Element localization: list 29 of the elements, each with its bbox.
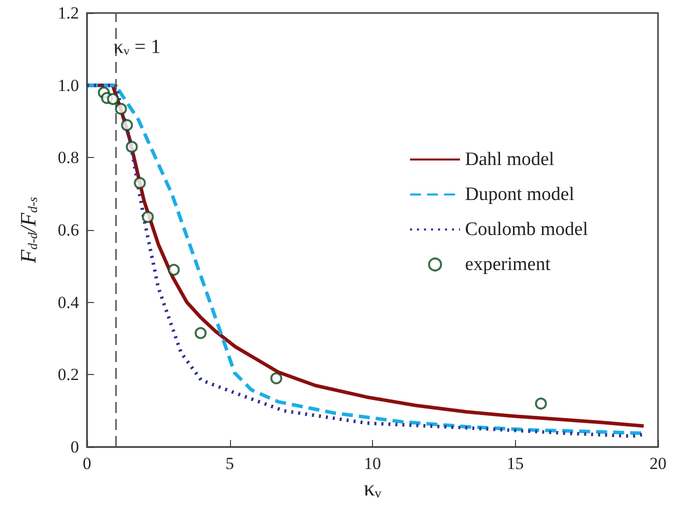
y-tick-label: 1.0 <box>58 76 79 95</box>
x-tick-label: 15 <box>506 454 524 473</box>
y-tick-label: 1.2 <box>58 4 79 22</box>
y-tick-label: 0.6 <box>58 220 79 240</box>
point <box>120 119 133 132</box>
point <box>194 327 207 340</box>
point <box>134 176 146 189</box>
legend-label: Dupont model <box>465 184 574 205</box>
x-tick-label: 10 <box>364 454 381 473</box>
point <box>270 372 282 384</box>
ref-line-label: κᵥ = 1 <box>114 36 161 58</box>
x-tick-label: 0 <box>82 454 92 473</box>
legend-label: Coulomb model <box>465 219 588 240</box>
point <box>106 93 119 106</box>
y-tick-label: 0.8 <box>58 148 79 168</box>
x-axis-title: κᵥ <box>364 476 382 500</box>
y-axis-title: Fd-d/Fd-s <box>16 196 40 264</box>
y-tick-label: 0.4 <box>58 292 80 312</box>
legend-label: Dahl model <box>465 149 554 170</box>
y-tick-label: 0 <box>70 438 79 456</box>
legend-label: experiment <box>465 254 552 275</box>
point <box>168 264 180 276</box>
x-tick-label: 20 <box>650 454 666 473</box>
x-tick-label: 5 <box>226 454 234 473</box>
point <box>142 210 154 223</box>
point <box>126 140 138 153</box>
y-tick-label: 0.2 <box>58 365 79 384</box>
point <box>534 398 547 410</box>
point <box>114 102 127 115</box>
